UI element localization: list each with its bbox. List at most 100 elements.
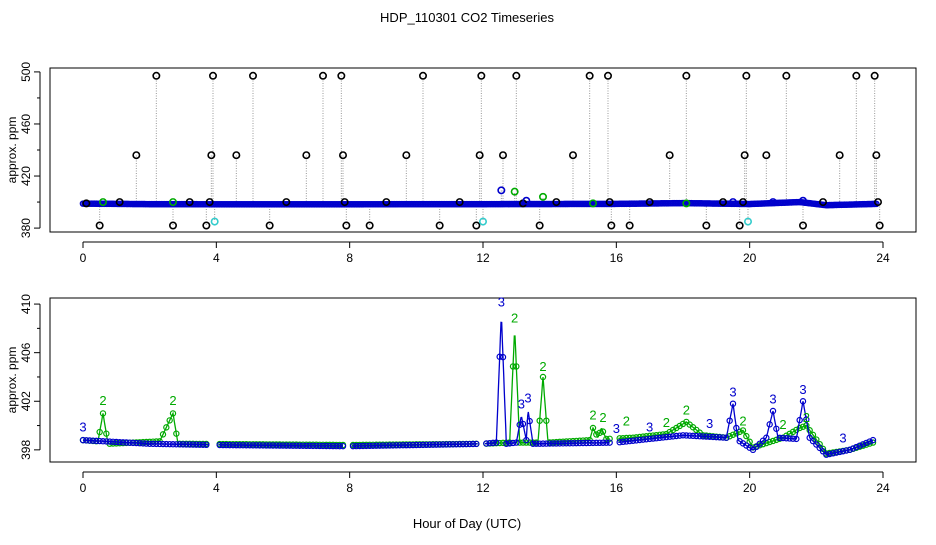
series-3-point: [439, 441, 447, 448]
series-3-point: [106, 438, 113, 445]
series-label: 3: [729, 384, 736, 399]
series-1-point: [205, 198, 214, 207]
series-3-point: [396, 442, 403, 449]
series-3-point: [829, 450, 837, 457]
series-3-point: [309, 442, 317, 450]
series-2-point: [499, 439, 507, 447]
series-3-point: [336, 442, 343, 450]
series-2-point: [516, 439, 523, 446]
series-3-point: [506, 440, 513, 447]
series-1-point: [207, 151, 216, 160]
series-label: 2: [779, 417, 786, 432]
series-2-point: [606, 435, 613, 442]
series-3-point: [466, 440, 473, 448]
series-2-point: [509, 363, 517, 370]
series-3-point: [726, 417, 733, 424]
series-2-point: [769, 437, 777, 445]
series-3-point: [166, 440, 173, 448]
series-3-point: [563, 440, 570, 447]
series-3-point: [79, 436, 87, 444]
series-3-point: [809, 437, 817, 445]
series-3-point: [159, 440, 167, 448]
series-3-point: [529, 440, 537, 447]
series-3-point: [286, 442, 293, 449]
y-tick-label-top: 420: [19, 166, 33, 186]
series-3-point: [513, 439, 520, 446]
series-2-line: [82, 335, 874, 455]
series-3-point: [723, 434, 730, 441]
series-2-point: [536, 417, 543, 424]
series-1-point: [435, 221, 444, 230]
series-1-point: [645, 198, 654, 207]
series-3-point: [606, 439, 613, 446]
series-3-point: [798, 196, 807, 205]
series-3-point: [456, 441, 463, 448]
series-3-point: [589, 439, 597, 447]
series-3-point: [583, 439, 590, 447]
series-1-point: [95, 221, 104, 230]
series-2-point: [513, 363, 520, 370]
series-3-point: [813, 441, 820, 448]
series-3-point: [266, 442, 273, 449]
series-3-point: [123, 439, 130, 446]
series-3-point: [706, 433, 713, 440]
series-2-point: [682, 199, 691, 208]
series-3-point: [226, 441, 233, 449]
series-3-point: [586, 439, 593, 447]
series-3-point: [339, 442, 347, 450]
series-2-point: [96, 428, 103, 436]
series-1-point: [115, 198, 124, 207]
y-axis-label-bottom: approx. ppm: [5, 347, 19, 414]
series-2-point: [869, 439, 877, 446]
series-3-point: [193, 441, 200, 448]
series-2-point: [538, 192, 547, 201]
series-3-point: [366, 442, 373, 450]
series-3-point: [539, 440, 547, 447]
series-4-point: [210, 217, 219, 226]
series-3-point: [296, 442, 303, 449]
x-tick-label-bottom: 16: [610, 481, 624, 495]
series-3-point: [683, 432, 690, 439]
series-3-point: [316, 442, 323, 450]
series-3-point: [233, 441, 240, 449]
series-2-point: [806, 427, 813, 434]
series-3-point: [653, 434, 660, 442]
series-label: 2: [599, 410, 606, 425]
series-3-point: [716, 434, 723, 441]
series-3-point: [497, 186, 506, 195]
series-1-point: [568, 151, 577, 160]
series-3-point: [543, 440, 550, 447]
series-3-point: [176, 441, 183, 448]
series-3-point: [459, 440, 467, 448]
series-3-point: [728, 198, 737, 207]
series-3-point: [249, 442, 257, 449]
series-3-point: [89, 437, 97, 444]
series-3-point: [789, 435, 797, 442]
series-3-point: [263, 442, 270, 449]
series-3-point: [516, 421, 523, 428]
series-label: 2: [169, 393, 176, 408]
series-3-point: [849, 445, 857, 452]
series-2-point: [99, 410, 107, 417]
series-3-point: [136, 440, 143, 447]
series-3-point: [386, 442, 393, 449]
series-2-point: [539, 373, 547, 381]
series-3-point: [799, 398, 807, 405]
series-3-point: [619, 438, 627, 446]
series-3-point: [729, 400, 737, 407]
series-1-point: [512, 71, 521, 80]
series-label: 3: [839, 431, 846, 446]
series-3-point: [319, 442, 327, 450]
series-label: 2: [589, 407, 596, 422]
series-1-point: [875, 221, 884, 230]
series-3-point: [126, 439, 133, 446]
series-3-point: [139, 440, 147, 447]
series-3-point: [283, 442, 290, 449]
series-3-point: [549, 440, 557, 447]
series-3-point: [463, 440, 470, 448]
series-3-point: [393, 442, 400, 449]
series-3-point: [699, 433, 707, 440]
series-1-point: [625, 221, 634, 230]
series-3-point: [593, 439, 600, 447]
